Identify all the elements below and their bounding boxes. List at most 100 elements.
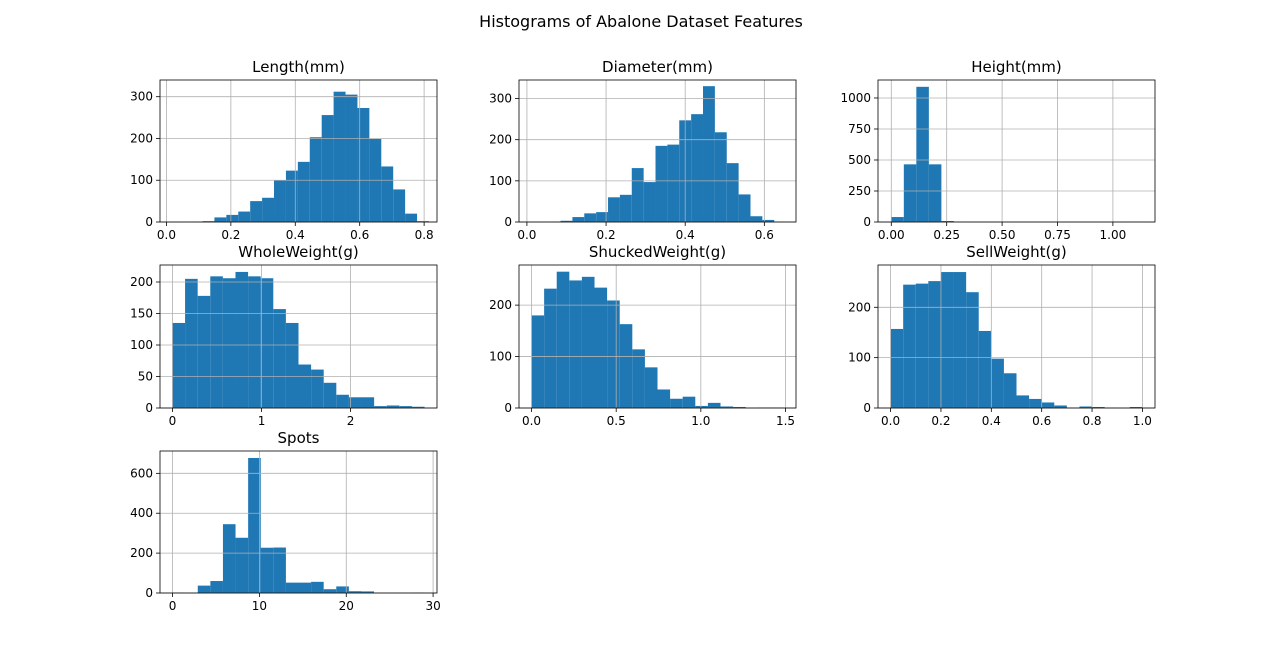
x-tick-label: 1.5 xyxy=(776,414,795,428)
y-tick-label: 0 xyxy=(145,215,153,229)
subplot-3: 0.00 0.25 0.50 0.75 1.00 0 250 500 750 1000 Height… xyxy=(840,58,1156,242)
y-tick-label: 400 xyxy=(130,506,153,520)
histogram-bar xyxy=(890,328,904,408)
x-tick-label: 0.2 xyxy=(931,414,950,428)
x-tick-label: 0.0 xyxy=(881,414,900,428)
subplot-5: 0.0 0.5 1.0 1.5 0 100 200 ShuckedWeight(g) xyxy=(489,243,797,428)
histogram-bar xyxy=(916,86,929,222)
histogram-bar xyxy=(298,582,312,593)
histogram-bar xyxy=(619,324,633,408)
histogram-bar xyxy=(903,284,916,408)
y-tick-label: 500 xyxy=(848,153,871,167)
histogram-bar xyxy=(903,164,917,222)
histogram-bar xyxy=(361,397,375,408)
histogram-bar xyxy=(1016,395,1030,408)
histogram-bar xyxy=(1079,406,1093,408)
subplot-title: ShuckedWeight(g) xyxy=(589,243,726,261)
gridlines xyxy=(160,451,437,594)
y-tick-label: 0 xyxy=(145,401,153,415)
y-tick-label: 300 xyxy=(489,92,512,106)
histogram-bar xyxy=(238,211,251,222)
histogram-bar xyxy=(1041,402,1055,408)
histogram-bar xyxy=(399,406,412,408)
histogram-bar xyxy=(185,278,198,408)
histogram-bar xyxy=(311,581,324,593)
y-tick-label: 0 xyxy=(504,401,512,415)
x-tick-label: 10 xyxy=(252,599,267,613)
histogram-bar xyxy=(202,221,215,222)
histogram-bar xyxy=(374,406,387,408)
y-tick-label: 0 xyxy=(863,401,871,415)
y-tick-label: 50 xyxy=(138,370,153,384)
histogram-bar xyxy=(733,406,746,408)
y-tick-label: 200 xyxy=(130,131,153,145)
subplot-4: 0 1 2 0 50 100 150 200 WholeWeight(g) xyxy=(130,243,438,428)
histogram-bar xyxy=(248,457,261,593)
histogram-bar xyxy=(632,349,645,408)
histogram-bar xyxy=(1029,398,1042,408)
y-tick-label: 200 xyxy=(489,298,512,312)
histogram-bar xyxy=(345,94,358,222)
x-tick-label: 0 xyxy=(169,414,177,428)
histogram-bar xyxy=(348,397,362,408)
x-tick-label: 1 xyxy=(258,414,266,428)
subplot-title: Spots xyxy=(278,429,320,447)
histogram-bar xyxy=(1092,406,1105,408)
histogram-bar xyxy=(321,115,334,222)
histogram-bar xyxy=(581,276,595,408)
x-tick-label: 0.2 xyxy=(597,228,616,242)
subplot-1: 0.0 0.2 0.4 0.6 0.8 0 100 200 300 Length(mm) xyxy=(130,58,438,242)
histogram-bar xyxy=(298,364,312,408)
bars xyxy=(548,86,787,222)
histogram-bar xyxy=(250,201,263,222)
histogram-bar xyxy=(667,144,680,222)
histogram-bar xyxy=(953,272,967,408)
subplot-2: 0.0 0.2 0.4 0.6 0 100 200 300 Diameter(mm) xyxy=(489,58,797,242)
x-tick-label: 0.75 xyxy=(1044,228,1071,242)
x-tick-label: 0.6 xyxy=(350,228,369,242)
histogram-bar xyxy=(915,283,929,408)
histogram-bar xyxy=(560,220,573,222)
histogram-bar xyxy=(1003,373,1017,408)
histogram-bar xyxy=(393,189,406,222)
histogram-bar xyxy=(273,309,286,408)
histogram-bar xyxy=(670,398,683,408)
histogram-bar xyxy=(720,406,734,408)
histogram-bar xyxy=(655,145,668,222)
x-tick-label: 0.00 xyxy=(878,228,905,242)
histogram-bar xyxy=(323,589,337,593)
histogram-bar xyxy=(386,405,400,408)
histogram-bar xyxy=(607,300,620,408)
bars xyxy=(531,271,784,408)
histogram-bar xyxy=(1129,406,1143,408)
y-tick-label: 200 xyxy=(489,133,512,147)
histogram-bar xyxy=(991,358,1004,408)
histogram-bar xyxy=(210,276,223,408)
y-tick-label: 300 xyxy=(130,90,153,104)
histogram-bar xyxy=(738,194,751,222)
histogram-bar xyxy=(273,547,286,593)
histogram-bar xyxy=(556,271,570,408)
histogram-bar xyxy=(222,278,236,408)
x-tick-label: 0.4 xyxy=(676,228,695,242)
x-tick-label: 0.25 xyxy=(933,228,960,242)
x-tick-label: 0.6 xyxy=(755,228,774,242)
x-tick-label: 0 xyxy=(169,599,177,613)
bars xyxy=(172,457,425,593)
histogram-bar xyxy=(657,389,671,408)
histogram-bar xyxy=(966,292,979,408)
histogram-bar xyxy=(197,585,211,593)
histogram-bar xyxy=(544,288,557,408)
histogram-bar xyxy=(285,582,299,593)
y-tick-label: 1000 xyxy=(840,91,871,105)
x-tick-label: 20 xyxy=(339,599,354,613)
histogram-bar xyxy=(285,170,298,222)
y-tick-label: 100 xyxy=(848,351,871,365)
x-tick-label: 1.00 xyxy=(1100,228,1127,242)
histogram-bar xyxy=(417,221,429,222)
histogram-bar xyxy=(248,276,261,408)
y-tick-label: 600 xyxy=(130,466,153,480)
histogram-bar xyxy=(631,168,644,222)
bars xyxy=(190,91,429,222)
